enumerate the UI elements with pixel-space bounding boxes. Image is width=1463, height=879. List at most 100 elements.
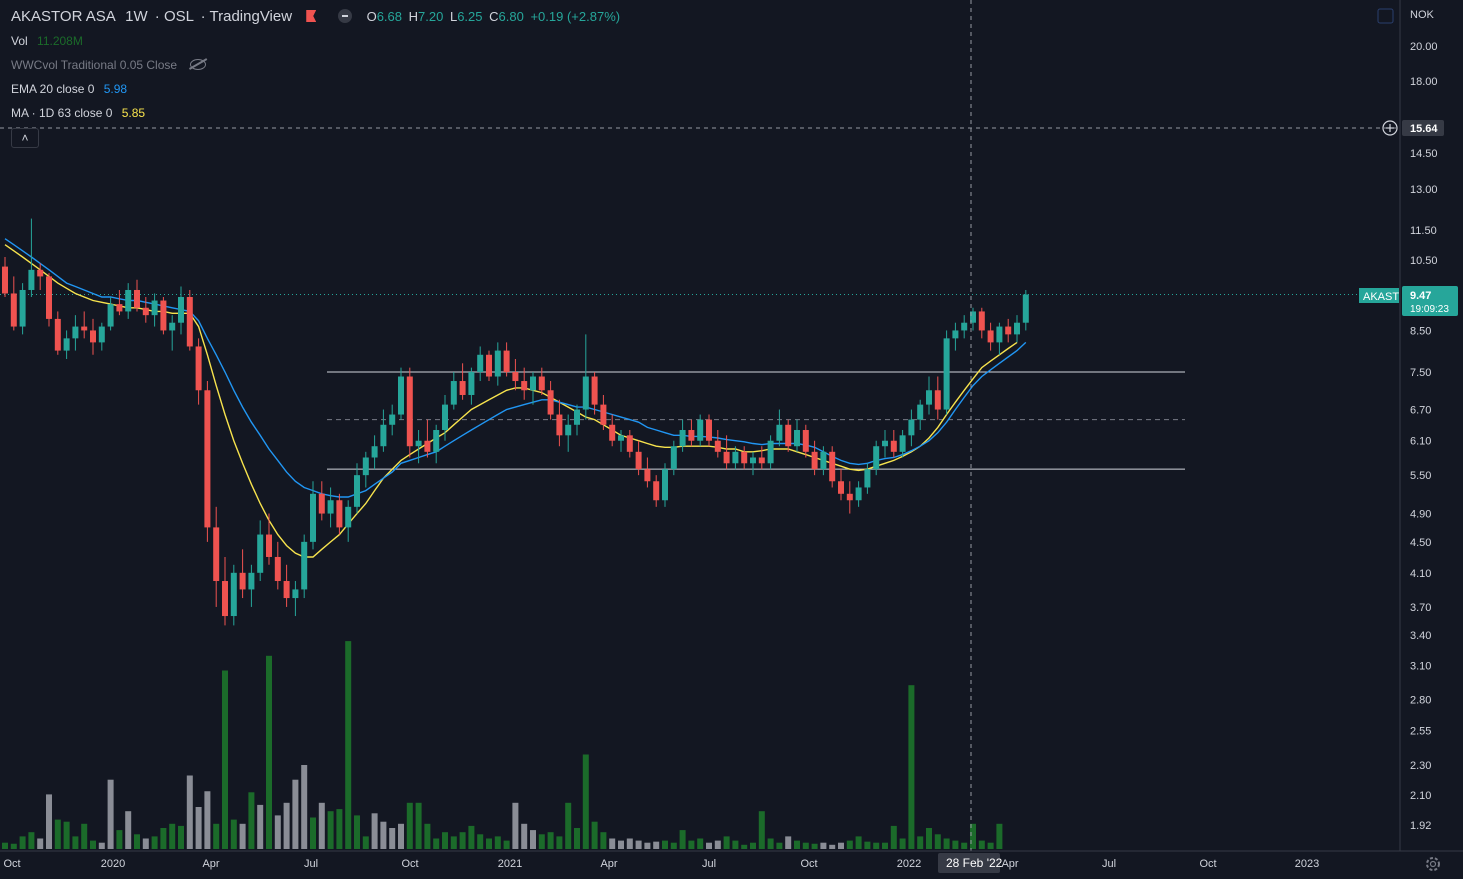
candle-body [635, 451, 642, 470]
candle-body [2, 266, 8, 294]
currency-label[interactable]: NOK [1410, 9, 1435, 21]
volume-bar [389, 828, 396, 849]
open-value: 6.68 [376, 9, 403, 24]
candle-body [442, 404, 448, 431]
candle-body [81, 326, 88, 331]
ma-legend[interactable]: MA · 1D 63 close 0 5.85 [11, 106, 145, 120]
settings-gear-icon[interactable] [1426, 857, 1440, 871]
candle-body [90, 330, 96, 343]
high-value: 7.20 [418, 9, 444, 24]
interval[interactable]: 1W [125, 8, 148, 25]
price-axis[interactable]: 20.0018.0014.5013.0011.5010.509.508.507.… [1410, 41, 1438, 832]
ema-value: 5.98 [103, 82, 128, 96]
volume-bar [98, 842, 105, 849]
time-tick-label: 2021 [498, 858, 522, 870]
price-tick-label: 2.55 [1410, 726, 1431, 738]
volume-bar [829, 844, 836, 849]
volume-bar [450, 836, 457, 849]
price-tick-label: 1.92 [1410, 820, 1431, 832]
candle-body [978, 311, 985, 331]
collapse-legend-button[interactable]: ˄ [11, 128, 39, 148]
candle-body [151, 300, 158, 316]
flag-icon[interactable] [306, 10, 317, 22]
volume-bar [398, 823, 404, 849]
volume-bar [582, 754, 589, 849]
volume-bar [706, 842, 712, 849]
candle-body [530, 376, 536, 391]
candle-body [600, 404, 607, 425]
volume-bar [785, 836, 792, 849]
volume-bar [802, 842, 809, 849]
candle-body [855, 487, 862, 501]
wwcvol-legend[interactable]: WWCvol Traditional 0.05 Close [11, 58, 208, 72]
ema-line [4, 238, 1027, 498]
time-tick-label: Oct [1199, 858, 1216, 870]
candle-body [785, 424, 792, 447]
time-tick-label: 2023 [1295, 858, 1319, 870]
candle-body [116, 304, 123, 312]
candle-body [662, 469, 668, 501]
volume-bar [899, 838, 906, 849]
candle-body [354, 475, 360, 507]
hidden-eye-icon[interactable] [189, 58, 208, 70]
candle-body [811, 451, 818, 470]
price-tick-label: 3.40 [1410, 630, 1431, 642]
candle-body [926, 390, 932, 405]
volume-bar [125, 811, 132, 849]
price-tick-label: 20.00 [1410, 41, 1438, 53]
time-tick-label: Apr [202, 858, 219, 870]
candle-body [802, 430, 809, 452]
candle-body [794, 430, 800, 447]
candle-body [1022, 294, 1029, 323]
minus-circle-icon[interactable] [338, 9, 353, 23]
candle-body [943, 338, 950, 410]
volume-bar [160, 828, 167, 849]
candle-body [336, 500, 343, 528]
object-tree-icon[interactable] [1377, 8, 1394, 24]
volume-bar [943, 838, 950, 849]
candle-body [266, 534, 272, 557]
candle-body [477, 354, 484, 373]
candle-body [565, 424, 572, 436]
price-tick-label: 2.10 [1410, 790, 1431, 802]
volume-bar [758, 811, 765, 849]
volume-bar [512, 802, 519, 849]
candle-body [257, 534, 264, 573]
volume-bar [362, 836, 369, 849]
price-tick-label: 6.70 [1410, 405, 1431, 417]
candle-body [591, 376, 598, 405]
ema-label: EMA 20 close 0 [11, 82, 95, 96]
symbol-label-box [1359, 288, 1399, 303]
add-alert-icon[interactable] [1382, 120, 1398, 136]
candle-body [970, 311, 976, 323]
volume-bar [644, 842, 651, 849]
volume-bar [266, 655, 272, 849]
candle-body [450, 381, 457, 405]
candle-body [846, 493, 853, 501]
candle-body [63, 338, 70, 351]
volume-bar [10, 843, 17, 849]
candle-body [653, 481, 660, 501]
volume-legend[interactable]: Vol 11.208M [11, 34, 83, 48]
ema-legend[interactable]: EMA 20 close 0 5.98 [11, 82, 127, 96]
symbol-legend[interactable]: AKASTOR ASA 1W · OSL · TradingView O6.68… [11, 8, 621, 25]
volume-bar [239, 823, 246, 849]
volume-bar [538, 834, 545, 849]
candle-body [899, 435, 906, 452]
candle-body [169, 322, 176, 331]
volume-bar [609, 838, 616, 849]
volume-bar [310, 817, 316, 849]
time-axis[interactable]: Oct 2020 Apr Jul Oct 2021 Apr Jul Oct 2022 Apr Jul O… [3, 858, 1319, 870]
candle-body [28, 269, 35, 290]
candle-body [248, 572, 255, 590]
candle-body [72, 326, 79, 339]
candle-body [706, 419, 712, 441]
symbol-name[interactable]: AKASTOR ASA [11, 8, 115, 25]
volume-bar [63, 821, 70, 849]
volume-bar [230, 819, 237, 849]
time-tick-label: Jul [304, 858, 318, 870]
price-tick-label: 14.50 [1410, 148, 1438, 160]
volume-bar [530, 830, 536, 849]
close-value: 6.80 [498, 9, 524, 24]
